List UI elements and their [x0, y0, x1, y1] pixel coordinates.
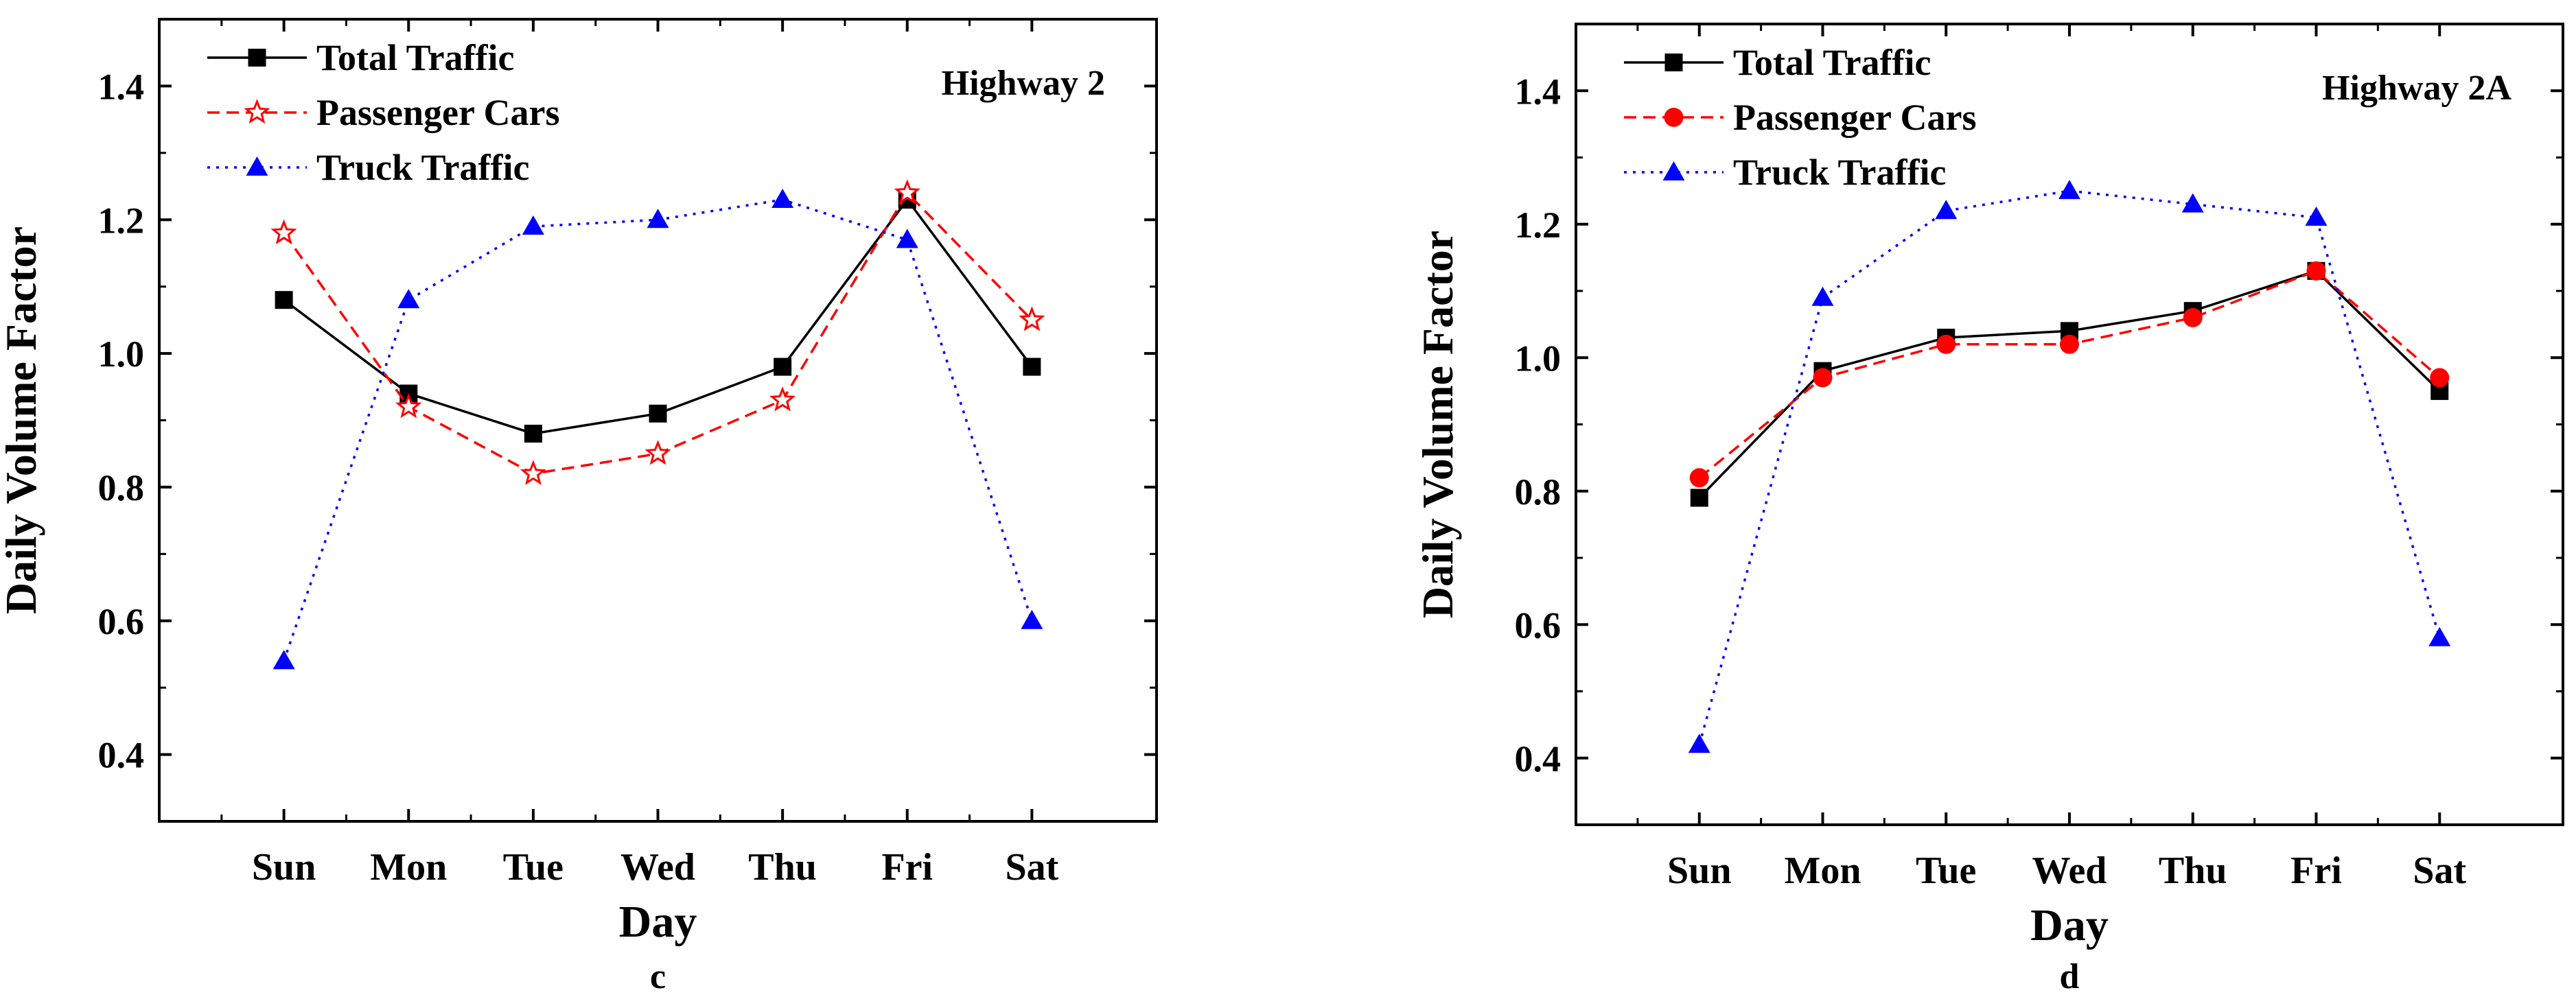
data-point [1811, 286, 1834, 306]
panel-label: c [650, 957, 666, 996]
data-point [2181, 193, 2204, 213]
data-point [1935, 200, 1958, 220]
y-tick-label: 1.4 [1515, 71, 1562, 112]
panel-title: Highway 2A [2322, 69, 2511, 108]
series-line [282, 198, 1034, 661]
y-tick-label: 1.2 [98, 200, 145, 241]
data-point [649, 404, 667, 423]
data-point [645, 440, 671, 465]
data-point [1936, 334, 1956, 354]
x-axis-title: Day [619, 897, 697, 947]
x-tick-label-sat: Sat [2413, 849, 2466, 892]
data-point [647, 209, 669, 228]
data-point [2306, 261, 2326, 281]
series-total-traffic [275, 191, 1041, 443]
data-point [395, 392, 422, 419]
x-tick-label-wed: Wed [2032, 849, 2107, 892]
series-line [283, 198, 1033, 435]
panel-label: d [2060, 957, 2080, 996]
legend-label: Passenger Cars [316, 92, 559, 133]
series-line [1698, 189, 2441, 745]
series-line [1698, 269, 2441, 479]
data-point [2060, 334, 2079, 354]
legend-label: Total Traffic [1733, 42, 1931, 83]
legend-marker [1664, 54, 1683, 71]
data-point [1021, 609, 1043, 629]
legend-marker [1662, 161, 1685, 180]
y-tick-label: 1.0 [98, 333, 145, 375]
x-tick-label-sun: Sun [1667, 849, 1731, 892]
legend-label: Total Traffic [316, 37, 514, 78]
legend-marker [246, 156, 268, 176]
data-point [270, 219, 297, 245]
y-axis-title: Daily Volume Factor [1413, 231, 1462, 618]
data-point [894, 179, 920, 204]
y-tick-label: 0.6 [1515, 605, 1562, 646]
data-point [1813, 368, 1833, 388]
y-tick-label: 1.2 [1515, 204, 1562, 246]
y-tick-label: 0.8 [1515, 471, 1562, 513]
x-tick-label-mon: Mon [370, 846, 447, 889]
y-tick-label: 0.8 [98, 467, 145, 508]
data-point [275, 291, 293, 309]
series-truck-traffic [272, 189, 1043, 670]
legend-label: Truck Traffic [316, 147, 529, 188]
series-truck-traffic [1688, 180, 2451, 753]
data-point [520, 460, 546, 485]
x-tick-label-sun: Sun [252, 846, 316, 889]
y-tick-label: 0.6 [98, 601, 145, 642]
x-tick-label-fri: Fri [2290, 849, 2342, 892]
x-tick-label-thu: Thu [2159, 849, 2227, 892]
series-passenger-cars [1689, 261, 2450, 488]
data-point [1690, 489, 1708, 507]
data-point [1688, 734, 1710, 753]
data-point [522, 215, 544, 235]
series-passenger-cars [270, 179, 1045, 485]
data-point [769, 386, 796, 412]
x-tick-label-wed: Wed [620, 846, 695, 889]
data-point [2058, 180, 2080, 200]
x-tick-label-thu: Thu [748, 846, 817, 889]
legend-marker [248, 49, 266, 67]
data-point [272, 650, 295, 670]
series-line [283, 191, 1033, 476]
x-tick-label-sat: Sat [1005, 846, 1058, 889]
y-tick-label: 0.4 [98, 735, 145, 776]
data-point [896, 228, 918, 248]
x-tick-label-tue: Tue [1916, 849, 1976, 892]
x-tick-label-tue: Tue [503, 846, 564, 889]
chart-panel-2: 0.4 0.6 0.8 1.0 1.2 1.4 Sun Mon Tue Wed Thu Fri Sat D… [1413, 23, 2564, 996]
y-tick-label: 1.4 [98, 66, 145, 107]
chart-panel-1: 0.4 0.6 0.8 1.0 1.2 1.4 Sun Mon Tue Wed Thu Fri Sat D… [0, 18, 1158, 996]
data-point [771, 189, 794, 209]
data-point [1689, 468, 1709, 488]
data-point [524, 424, 542, 443]
series-line [1698, 269, 2441, 499]
data-point [397, 289, 420, 309]
data-point [1023, 357, 1041, 376]
x-tick-label-mon: Mon [1785, 849, 1861, 892]
x-axis-title: Day [2030, 900, 2109, 950]
legend: Total Traffic Passenger Cars Truck Traffic [207, 37, 559, 188]
panel-title: Highway 2 [942, 64, 1105, 103]
data-point [2430, 368, 2450, 388]
data-point [1019, 306, 1045, 331]
x-tick-label-fri: Fri [881, 846, 933, 889]
legend-label: Truck Traffic [1733, 152, 1946, 193]
series-total-traffic [1690, 261, 2449, 507]
y-tick-label: 1.0 [1515, 338, 1562, 379]
data-point [2305, 207, 2328, 226]
legend-label: Passenger Cars [1733, 97, 1976, 138]
data-point [2183, 307, 2203, 327]
legend: Total Traffic Passenger Cars Truck Traffic [1624, 42, 1976, 193]
plot-frame [1575, 23, 2564, 826]
data-point [2428, 626, 2451, 646]
legend-marker [244, 98, 270, 124]
y-axis-title: Daily Volume Factor [0, 226, 45, 614]
y-tick-label: 0.4 [1515, 738, 1562, 779]
legend-marker [1664, 108, 1684, 127]
data-point [774, 357, 792, 376]
